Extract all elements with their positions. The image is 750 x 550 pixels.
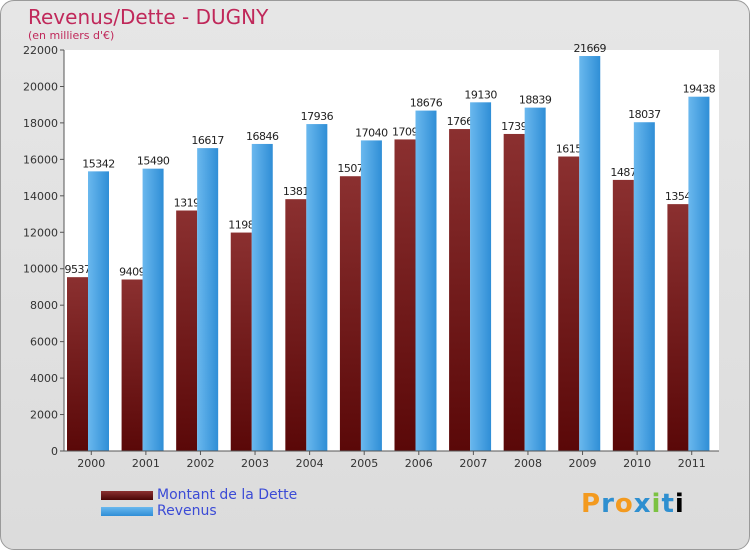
data-label-debt: 1766 — [447, 115, 473, 128]
data-label-revenue: 16617 — [191, 134, 224, 147]
y-tick-label: 4000 — [30, 372, 58, 385]
y-tick-label: 6000 — [30, 336, 58, 349]
bar-revenue — [142, 168, 164, 451]
bar-revenue — [579, 56, 601, 451]
bar-debt — [285, 199, 307, 451]
x-tick-label: 2002 — [186, 457, 214, 470]
x-tick-label: 2000 — [77, 457, 105, 470]
chart-title: Revenus/Dette - DUGNY — [28, 5, 269, 29]
bar-debt — [230, 232, 252, 451]
bar-debt — [176, 210, 198, 451]
y-tick-label: 8000 — [30, 299, 58, 312]
legend-label-revenue: Revenus — [157, 503, 217, 519]
y-tick-label: 0 — [51, 445, 58, 458]
data-label-revenue: 17936 — [301, 110, 334, 123]
y-tick-label: 18000 — [23, 117, 58, 130]
plot-area — [64, 50, 719, 451]
y-tick-label: 16000 — [23, 153, 58, 166]
x-tick-label: 2004 — [296, 457, 324, 470]
chart-subtitle: (en milliers d'€) — [28, 29, 115, 42]
y-tick-label: 14000 — [23, 190, 58, 203]
x-tick-label: 2005 — [350, 457, 378, 470]
bar-debt — [612, 179, 634, 452]
data-label-revenue: 18676 — [410, 97, 443, 110]
bar-revenue — [88, 171, 109, 451]
legend-swatch-revenue — [101, 506, 153, 516]
x-tick-label: 2008 — [514, 457, 542, 470]
data-label-debt: 1615 — [556, 143, 582, 156]
x-tick-label: 2003 — [241, 457, 269, 470]
data-label-revenue: 19130 — [464, 88, 497, 101]
bar-revenue — [251, 143, 273, 451]
legend-label-debt: Montant de la Dette — [157, 487, 298, 503]
data-label-revenue: 21669 — [574, 42, 607, 55]
bar-revenue — [306, 124, 328, 452]
bar-revenue — [360, 140, 382, 451]
x-tick-label: 2001 — [132, 457, 160, 470]
y-tick-label: 20000 — [23, 80, 58, 93]
bar-revenue — [197, 148, 219, 451]
bar-revenue — [415, 110, 437, 451]
legend: Montant de la Dette Revenus — [101, 487, 297, 519]
bar-debt — [67, 277, 88, 451]
x-tick-label: 2010 — [623, 457, 651, 470]
x-tick-label: 2006 — [405, 457, 433, 470]
y-tick-label: 2000 — [30, 409, 58, 422]
data-label-debt: 1381 — [283, 185, 309, 198]
data-label-revenue: 18037 — [628, 108, 661, 121]
data-label-revenue: 15490 — [137, 155, 170, 168]
proxiti-logo: Proxiti — [581, 489, 685, 519]
y-tick-label: 22000 — [23, 44, 58, 57]
data-label-revenue: 19438 — [683, 83, 716, 96]
bar-debt — [667, 204, 689, 451]
x-tick-label: 2011 — [678, 457, 706, 470]
data-label-debt: 1354 — [665, 190, 691, 203]
bar-debt — [449, 129, 471, 451]
data-label-debt: 1507 — [337, 162, 363, 175]
bar-debt — [121, 279, 143, 451]
data-label-debt: 1319 — [174, 197, 200, 210]
data-label-revenue: 18839 — [519, 94, 552, 107]
data-label-revenue: 15342 — [82, 157, 115, 170]
data-label-debt: 9537 — [65, 263, 91, 276]
y-tick-label: 12000 — [23, 226, 58, 239]
data-label-revenue: 16846 — [246, 130, 279, 143]
data-label-debt: 1487 — [610, 166, 636, 179]
bar-revenue — [633, 122, 655, 451]
data-label-debt: 1739 — [501, 120, 527, 133]
legend-item-revenue: Revenus — [101, 503, 297, 519]
data-label-debt: 1709 — [392, 125, 418, 138]
data-label-debt: 1198 — [228, 219, 254, 232]
bar-revenue — [524, 107, 546, 452]
y-tick-label: 10000 — [23, 263, 58, 276]
bar-debt — [394, 139, 416, 451]
legend-swatch-debt — [101, 490, 153, 500]
bar-revenue — [688, 96, 710, 451]
bar-debt — [503, 133, 525, 451]
bar-debt — [339, 176, 361, 451]
bar-revenue — [470, 102, 492, 452]
x-tick-label: 2007 — [459, 457, 487, 470]
data-label-debt: 9409 — [119, 265, 145, 278]
x-tick-label: 2009 — [569, 457, 597, 470]
legend-item-debt: Montant de la Dette — [101, 487, 297, 503]
data-label-revenue: 17040 — [355, 126, 388, 139]
bar-debt — [558, 156, 580, 451]
